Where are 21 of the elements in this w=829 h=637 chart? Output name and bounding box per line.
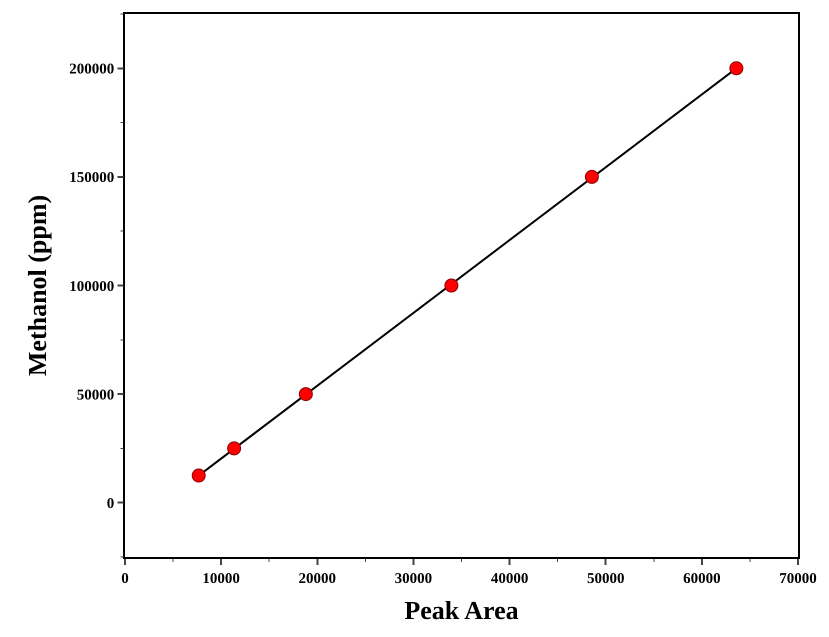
y-tick-label: 0	[106, 496, 114, 512]
y-tick-label: 150000	[69, 170, 114, 186]
point	[729, 61, 744, 76]
point	[227, 441, 242, 456]
x-tick-label: 30000	[394, 570, 432, 587]
x-axis-title: Peak Area	[404, 596, 519, 625]
point	[444, 278, 458, 292]
y-tick-label: 100000	[69, 278, 114, 295]
x-tick-label: 70000	[779, 570, 817, 587]
y-axis-title: Methanol (ppm)	[23, 194, 52, 376]
x-tick-label: 0	[121, 570, 129, 587]
point	[298, 387, 313, 402]
point	[584, 170, 599, 184]
x-tick-label: 50000	[586, 570, 624, 587]
x-tick-label: 40000	[490, 570, 528, 587]
y-tick-label: 50000	[76, 387, 114, 404]
x-tick-label: 20000	[298, 570, 336, 587]
x-tick-label: 60000	[683, 570, 721, 587]
y-tick-label: 200000	[69, 62, 114, 78]
point	[192, 468, 206, 483]
x-tick-label: 10000	[202, 570, 240, 587]
